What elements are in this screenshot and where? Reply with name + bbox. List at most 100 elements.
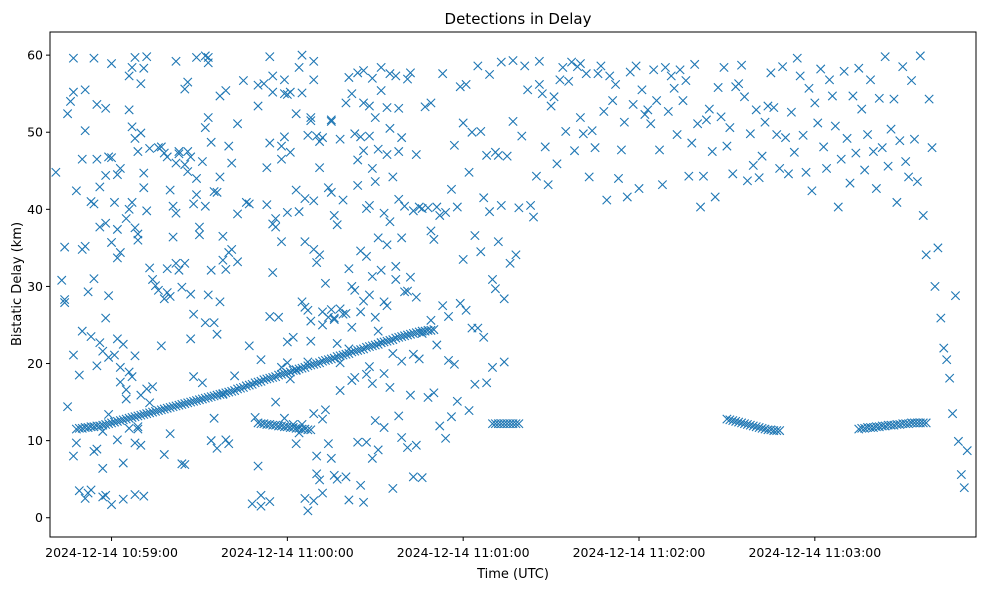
data-point	[92, 99, 102, 110]
data-point	[317, 356, 328, 366]
data-point	[218, 255, 228, 265]
data-point	[133, 422, 143, 432]
data-point	[358, 497, 369, 507]
data-point	[338, 309, 348, 319]
data-point	[121, 394, 131, 404]
data-point	[394, 146, 404, 157]
data-point	[587, 126, 597, 136]
data-point	[441, 207, 451, 218]
data-point	[646, 119, 656, 129]
data-point	[191, 395, 202, 406]
data-point	[145, 408, 155, 418]
data-point	[98, 492, 108, 502]
data-point	[464, 167, 474, 177]
data-point	[886, 124, 896, 134]
data-point	[186, 289, 196, 299]
data-point	[467, 127, 477, 137]
data-point	[947, 409, 958, 419]
data-point	[918, 210, 928, 221]
data-point	[824, 75, 835, 85]
data-point	[373, 445, 383, 455]
data-point	[455, 298, 465, 308]
data-point	[89, 199, 99, 209]
data-point	[317, 320, 328, 330]
data-point	[821, 163, 832, 174]
data-point	[62, 109, 73, 119]
data-point	[124, 423, 134, 433]
data-point	[839, 66, 849, 76]
data-point	[306, 116, 316, 126]
data-point	[306, 112, 316, 123]
data-point	[742, 176, 753, 186]
data-point	[865, 75, 876, 85]
data-point	[221, 435, 231, 445]
data-point	[775, 163, 785, 174]
data-point	[385, 382, 395, 393]
data-point	[379, 368, 389, 379]
data-point	[939, 343, 949, 353]
data-point	[326, 115, 336, 125]
data-point	[426, 325, 436, 335]
data-point	[801, 167, 811, 177]
data-point	[232, 257, 243, 267]
data-point	[739, 92, 750, 102]
data-point	[461, 305, 471, 315]
data-point	[356, 132, 366, 142]
data-point	[315, 358, 325, 368]
data-point	[142, 384, 152, 394]
chart-title: Detections in Delay	[445, 10, 592, 28]
data-point	[197, 378, 207, 388]
data-point	[232, 119, 243, 129]
data-point	[751, 105, 761, 115]
data-point	[212, 443, 222, 453]
data-point	[505, 258, 515, 268]
data-point	[183, 166, 193, 177]
data-point	[364, 101, 375, 111]
data-point	[546, 101, 556, 111]
data-point	[71, 186, 81, 196]
data-point	[329, 210, 339, 221]
data-point	[165, 429, 175, 439]
data-point	[323, 183, 333, 193]
data-point	[347, 89, 357, 99]
data-point	[432, 202, 442, 212]
data-point	[558, 62, 568, 73]
data-point	[136, 79, 146, 89]
data-point	[259, 375, 269, 385]
data-point	[130, 490, 140, 500]
x-tick-label: 2024-12-14 11:03:00	[748, 545, 881, 560]
data-point	[464, 405, 474, 416]
data-point	[473, 323, 483, 333]
data-point	[241, 381, 251, 391]
data-point	[496, 200, 506, 211]
data-point	[253, 80, 263, 90]
plot-area	[49, 31, 977, 538]
data-point	[104, 409, 114, 420]
y-tick-label: 20	[27, 356, 43, 371]
data-point	[370, 415, 380, 426]
data-point	[353, 180, 363, 191]
data-point	[288, 365, 298, 376]
data-point	[130, 52, 140, 63]
data-point	[95, 421, 105, 431]
data-point	[177, 399, 187, 409]
data-point	[845, 178, 855, 188]
data-point	[666, 71, 676, 81]
data-point	[710, 192, 720, 202]
data-point	[915, 51, 925, 61]
data-point	[584, 172, 594, 182]
data-point	[253, 461, 263, 471]
data-point	[121, 414, 131, 424]
data-point	[165, 185, 175, 195]
data-point	[695, 202, 706, 212]
data-point	[857, 104, 867, 114]
data-point	[282, 337, 292, 347]
data-point	[118, 415, 128, 425]
data-point	[265, 52, 275, 62]
data-point	[482, 378, 492, 388]
data-point	[326, 187, 336, 197]
data-point	[754, 173, 764, 183]
data-point	[716, 112, 726, 122]
data-point	[482, 150, 492, 160]
data-point	[104, 352, 114, 362]
